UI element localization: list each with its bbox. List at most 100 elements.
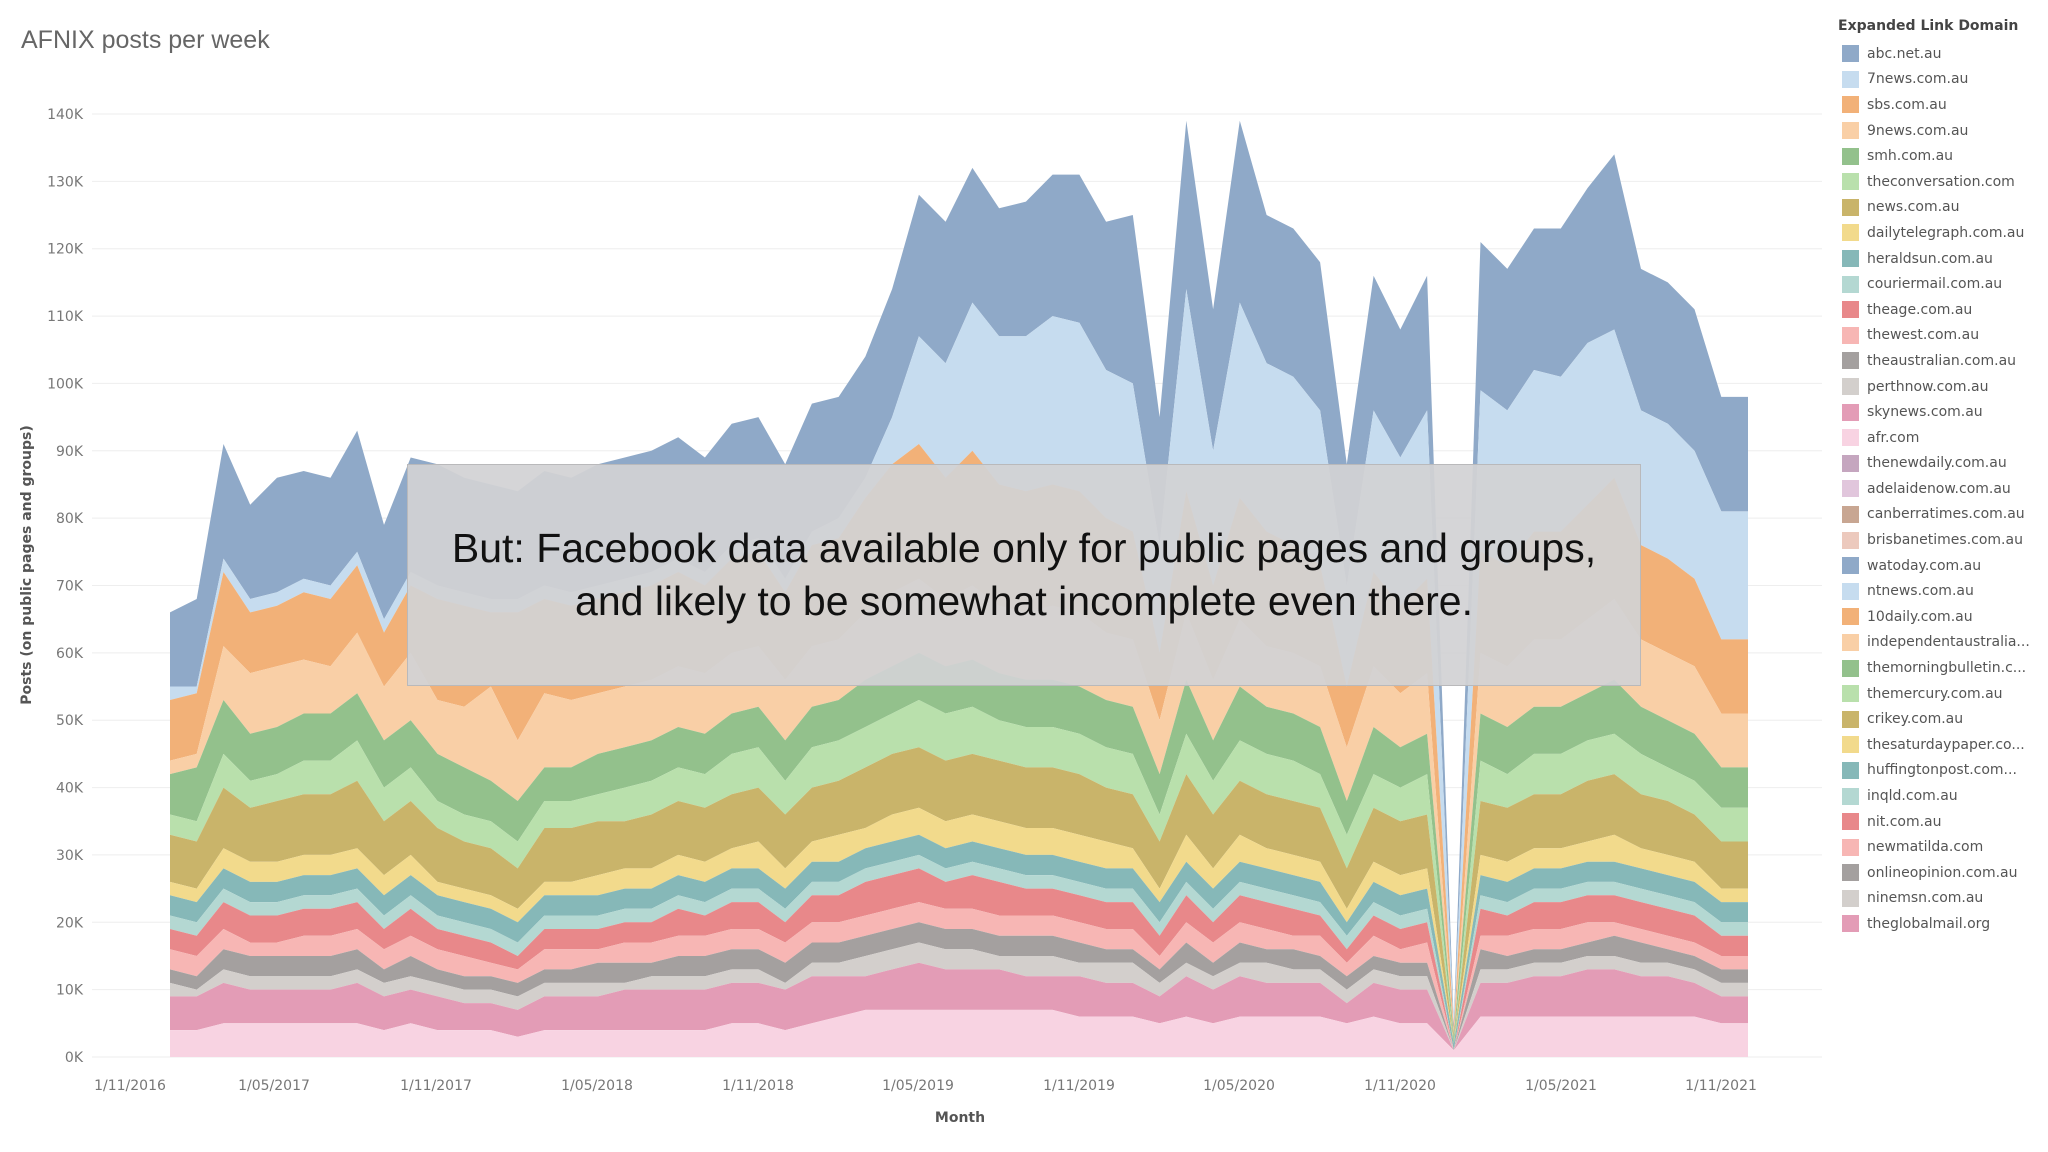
legend-swatch xyxy=(1842,147,1859,165)
legend-item[interactable]: news.com.au xyxy=(1838,195,2043,221)
area-smh-com-au xyxy=(170,652,1748,1044)
legend-label: crikey.com.au xyxy=(1867,711,1964,728)
legend-swatch xyxy=(1842,96,1859,114)
y-tick-label: 80K xyxy=(56,511,84,527)
legend-item[interactable]: thewest.com.au xyxy=(1838,323,2043,349)
legend-item[interactable]: smh.com.au xyxy=(1838,143,2043,169)
legend-label: huffingtonpost.com... xyxy=(1867,762,2017,779)
legend-swatch xyxy=(1842,403,1859,421)
legend-item[interactable]: 10daily.com.au xyxy=(1838,604,2043,630)
legend-item[interactable]: newmatilda.com xyxy=(1838,834,2043,860)
y-tick-label: 60K xyxy=(56,646,84,662)
legend-item[interactable]: heraldsun.com.au xyxy=(1838,246,2043,272)
y-tick-label: 10K xyxy=(56,983,84,999)
legend-items: abc.net.au 7news.com.au sbs.com.au 9news.co… xyxy=(1838,41,2043,937)
legend-item[interactable]: canberratimes.com.au xyxy=(1838,502,2043,528)
legend-label: thewest.com.au xyxy=(1867,327,1980,344)
y-tick-label: 110K xyxy=(47,309,84,325)
y-axis-ticks: 0K 10K 20K 30K 40K 50K 60K 70K 80K 90K 100K 110K 120… xyxy=(47,107,84,1066)
area-perthnow-com-au xyxy=(170,942,1748,1051)
x-tick-label: 1/05/2018 xyxy=(561,1078,633,1094)
legend-item[interactable]: adelaidenow.com.au xyxy=(1838,476,2043,502)
legend-title: Expanded Link Domain xyxy=(1838,18,2019,34)
y-tick-label: 30K xyxy=(56,848,84,864)
legend-item[interactable]: sbs.com.au xyxy=(1838,92,2043,118)
legend-swatch xyxy=(1842,838,1859,856)
legend-label: sbs.com.au xyxy=(1867,96,1947,113)
y-axis-label: Posts (on public pages and groups) xyxy=(19,425,35,705)
legend-label: heraldsun.com.au xyxy=(1867,250,1993,267)
legend-item[interactable]: theconversation.com xyxy=(1838,169,2043,195)
legend-item[interactable]: theage.com.au xyxy=(1838,297,2043,323)
legend-item[interactable]: ninemsn.com.au xyxy=(1838,886,2043,912)
legend-swatch xyxy=(1842,915,1859,933)
legend-label: abc.net.au xyxy=(1867,45,1942,62)
legend-item[interactable]: dailytelegraph.com.au xyxy=(1838,220,2043,246)
legend-swatch xyxy=(1842,378,1859,396)
legend-swatch xyxy=(1842,864,1859,882)
legend-label: ntnews.com.au xyxy=(1867,583,1974,600)
x-tick-label: 1/11/2016 xyxy=(94,1078,166,1094)
legend-item[interactable]: nit.com.au xyxy=(1838,809,2043,835)
legend-item[interactable]: crikey.com.au xyxy=(1838,706,2043,732)
legend-swatch xyxy=(1842,70,1859,88)
legend-swatch xyxy=(1842,531,1859,549)
legend-item[interactable]: abc.net.au xyxy=(1838,41,2043,67)
overlay-text: But: Facebook data available only for pu… xyxy=(451,525,1597,624)
legend-item[interactable]: themorningbulletin.c... xyxy=(1838,655,2043,681)
legend-item[interactable]: thenewdaily.com.au xyxy=(1838,451,2043,477)
legend-swatch xyxy=(1842,173,1859,191)
legend-label: 7news.com.au xyxy=(1867,71,1969,88)
legend-item[interactable]: theaustralian.com.au xyxy=(1838,348,2043,374)
legend-label: 9news.com.au xyxy=(1867,122,1969,139)
legend-swatch xyxy=(1842,480,1859,498)
y-tick-label: 120K xyxy=(47,242,84,258)
legend-item[interactable]: theglobalmail.org xyxy=(1838,911,2043,937)
legend-item[interactable]: inqld.com.au xyxy=(1838,783,2043,809)
legend-item[interactable]: skynews.com.au xyxy=(1838,399,2043,425)
legend-swatch xyxy=(1842,352,1859,370)
legend-item[interactable]: 9news.com.au xyxy=(1838,118,2043,144)
legend-label: adelaidenow.com.au xyxy=(1867,480,2011,497)
legend-item[interactable]: perthnow.com.au xyxy=(1838,374,2043,400)
legend-item[interactable]: thesaturdaypaper.co... xyxy=(1838,732,2043,758)
legend-swatch xyxy=(1842,505,1859,523)
legend-swatch xyxy=(1842,45,1859,63)
x-tick-label: 1/11/2019 xyxy=(1043,1078,1115,1094)
legend-item[interactable]: couriermail.com.au xyxy=(1838,271,2043,297)
legend-label: thesaturdaypaper.co... xyxy=(1867,736,2025,753)
legend-item[interactable]: onlineopinion.com.au xyxy=(1838,860,2043,886)
legend-label: independentaustralia... xyxy=(1867,634,2030,651)
y-tick-label: 100K xyxy=(47,376,84,392)
legend-label: nit.com.au xyxy=(1867,813,1942,830)
x-tick-label: 1/11/2021 xyxy=(1685,1078,1757,1094)
legend-label: thenewdaily.com.au xyxy=(1867,455,2007,472)
x-tick-label: 1/11/2020 xyxy=(1364,1078,1436,1094)
legend-item[interactable]: brisbanetimes.com.au xyxy=(1838,527,2043,553)
y-tick-label: 70K xyxy=(56,579,84,595)
legend-item[interactable]: independentaustralia... xyxy=(1838,630,2043,656)
legend-swatch xyxy=(1842,659,1859,677)
legend-label: 10daily.com.au xyxy=(1867,608,1973,625)
legend-item[interactable]: ntnews.com.au xyxy=(1838,578,2043,604)
x-axis-label: Month xyxy=(935,1110,985,1126)
legend-label: theconversation.com xyxy=(1867,173,2015,190)
legend-swatch xyxy=(1842,633,1859,651)
legend-item[interactable]: afr.com xyxy=(1838,425,2043,451)
legend-label: themorningbulletin.c... xyxy=(1867,660,2027,677)
legend-label: theaustralian.com.au xyxy=(1867,352,2017,369)
legend-item[interactable]: huffingtonpost.com... xyxy=(1838,758,2043,784)
area-skynews-com-au xyxy=(170,962,1748,1051)
y-tick-label: 140K xyxy=(47,107,84,123)
legend-label: canberratimes.com.au xyxy=(1867,506,2025,523)
legend-swatch xyxy=(1842,198,1859,216)
legend-label: onlineopinion.com.au xyxy=(1867,864,2018,881)
legend-item[interactable]: watoday.com.au xyxy=(1838,553,2043,579)
legend-item[interactable]: themercury.com.au xyxy=(1838,681,2043,707)
legend-swatch xyxy=(1842,761,1859,779)
legend-item[interactable]: 7news.com.au xyxy=(1838,67,2043,93)
legend-swatch xyxy=(1842,736,1859,754)
x-tick-label: 1/11/2017 xyxy=(400,1078,472,1094)
legend-label: inqld.com.au xyxy=(1867,788,1958,805)
legend-swatch xyxy=(1842,685,1859,703)
